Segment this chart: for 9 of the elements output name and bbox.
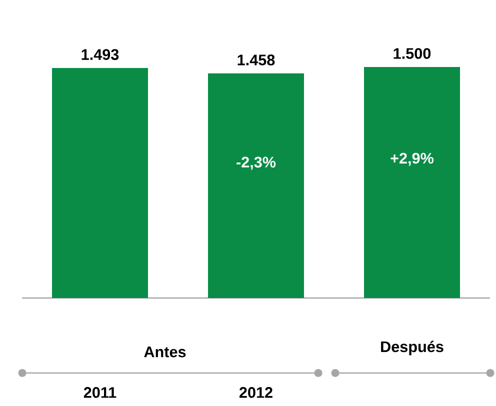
text: Antes — [144, 346, 186, 358]
annotation: -2,3% — [236, 156, 276, 170]
data-label: 1.493 — [82, 49, 119, 60]
text: Después — [381, 340, 444, 356]
data-label: 1.458 — [238, 54, 275, 66]
annotation: +2,9% — [390, 152, 434, 166]
x-tick-label: 2011 — [84, 387, 116, 398]
x-tick-label: 2012 — [239, 387, 272, 398]
data-label: 1.500 — [394, 48, 431, 59]
